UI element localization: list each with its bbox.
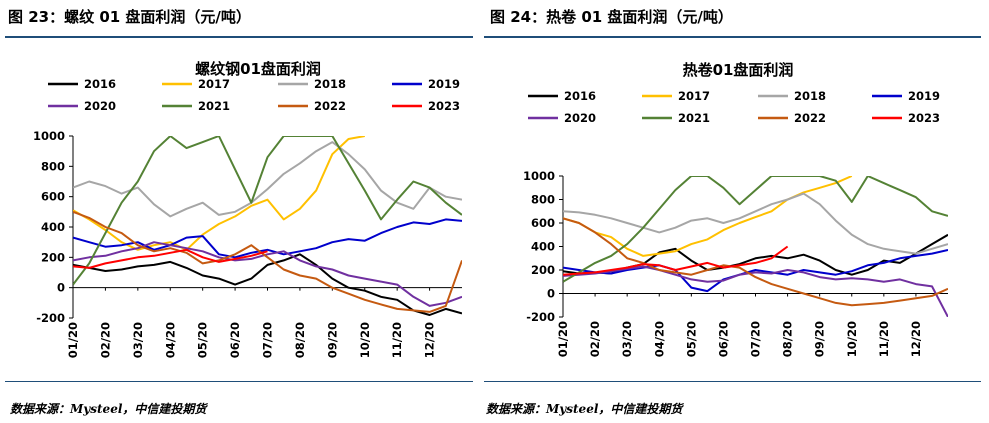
x-tick-label: 01/20 — [66, 322, 80, 358]
x-tick-label: 11/20 — [390, 322, 404, 358]
y-tick-label: 0 — [547, 287, 555, 301]
legend-label-2021: 2021 — [198, 99, 230, 113]
y-tick-label: 200 — [41, 250, 65, 264]
x-tick-label: 08/20 — [293, 322, 307, 358]
y-tick-label: 800 — [41, 159, 65, 173]
series-line-2017 — [563, 176, 853, 257]
y-tick-label: -200 — [36, 311, 65, 325]
series-line-2021 — [73, 136, 462, 286]
series-line-2019 — [73, 218, 462, 259]
legend-label-2021: 2021 — [678, 111, 710, 125]
y-tick-label: 400 — [41, 220, 65, 234]
series-line-2019 — [563, 249, 948, 293]
x-tick-label: 03/20 — [131, 322, 145, 358]
header-rule-right — [484, 36, 981, 38]
series-line-2020 — [563, 265, 948, 317]
legend-label-2020: 2020 — [84, 99, 116, 113]
series-line-2016 — [73, 253, 462, 316]
x-tick-label: 02/20 — [588, 321, 602, 357]
series-line-2018 — [73, 141, 462, 218]
x-tick-label: 05/20 — [684, 321, 698, 357]
x-tick-label: 06/20 — [716, 321, 730, 357]
x-tick-label: 04/20 — [163, 322, 177, 358]
x-tick-label: 01/20 — [556, 321, 570, 357]
x-tick-label: 09/20 — [813, 321, 827, 357]
legend-label-2018: 2018 — [314, 77, 346, 91]
x-tick-label: 08/20 — [781, 321, 795, 357]
legend-label-2020: 2020 — [564, 111, 596, 125]
x-tick-label: 12/20 — [423, 322, 437, 358]
y-tick-label: 1000 — [523, 169, 555, 183]
legend-label-2022: 2022 — [794, 111, 826, 125]
legend-label-2016: 2016 — [84, 77, 116, 91]
source-note-left: 数据来源：Mysteel，中信建投期货 — [10, 402, 207, 416]
series-line-2022 — [563, 217, 948, 307]
x-tick-label: 09/20 — [325, 322, 339, 358]
series-line-2023 — [73, 248, 268, 269]
y-tick-label: 600 — [41, 190, 65, 204]
legend-label-2016: 2016 — [564, 89, 596, 103]
x-tick-label: 02/20 — [98, 322, 112, 358]
legend-label-2017: 2017 — [678, 89, 710, 103]
figure-23-caption: 图 23：螺纹 01 盘面利润（元/吨） — [8, 8, 251, 26]
series-line-2021 — [563, 176, 948, 283]
source-note-right: 数据来源：Mysteel，中信建投期货 — [486, 402, 683, 416]
x-tick-label: 12/20 — [909, 321, 923, 357]
series-line-2022 — [73, 210, 462, 313]
legend-label-2019: 2019 — [428, 77, 460, 91]
footer-rule-right — [484, 381, 981, 382]
y-tick-label: -200 — [526, 310, 555, 324]
legend-label-2023: 2023 — [428, 99, 460, 113]
x-tick-label: 11/20 — [877, 321, 891, 357]
series-line-2018 — [563, 192, 948, 255]
x-tick-label: 04/20 — [652, 321, 666, 357]
chart-2-title: 热卷01盘面利润 — [683, 61, 794, 79]
x-tick-label: 06/20 — [228, 322, 242, 358]
y-tick-label: 600 — [531, 216, 555, 230]
x-tick-label: 10/20 — [845, 321, 859, 357]
x-tick-label: 07/20 — [749, 321, 763, 357]
legend-label-2023: 2023 — [908, 111, 940, 125]
figure-24-caption: 图 24：热卷 01 盘面利润（元/吨） — [490, 8, 733, 26]
y-tick-label: 200 — [531, 263, 555, 277]
y-tick-label: 800 — [531, 193, 555, 207]
legend-label-2018: 2018 — [794, 89, 826, 103]
series-line-2017 — [73, 136, 365, 251]
legend-label-2019: 2019 — [908, 89, 940, 103]
footer-rule-left — [5, 381, 473, 382]
x-tick-label: 10/20 — [358, 322, 372, 358]
series-line-2023 — [563, 245, 789, 276]
legend-label-2017: 2017 — [198, 77, 230, 91]
series-line-2020 — [73, 241, 462, 307]
legend-label-2022: 2022 — [314, 99, 346, 113]
header-rule-left — [5, 36, 473, 38]
y-tick-label: 400 — [531, 240, 555, 254]
y-tick-label: 0 — [57, 281, 65, 295]
y-tick-label: 1000 — [33, 129, 65, 143]
x-tick-label: 03/20 — [620, 321, 634, 357]
chart-1-title: 螺纹钢01盘面利润 — [195, 60, 321, 78]
x-tick-label: 05/20 — [196, 322, 210, 358]
x-tick-label: 07/20 — [261, 322, 275, 358]
